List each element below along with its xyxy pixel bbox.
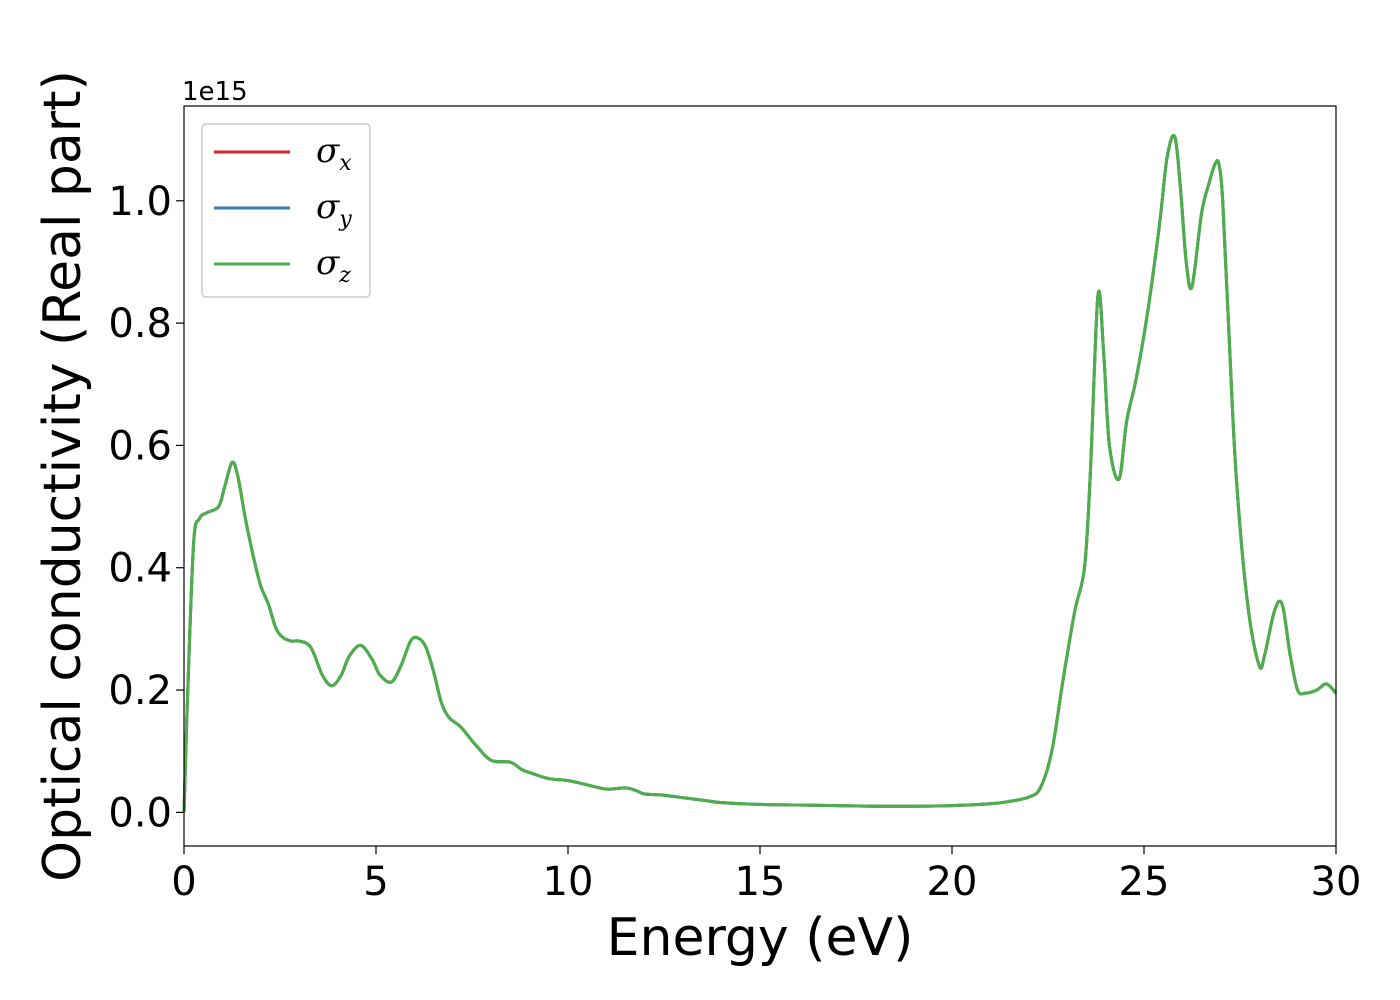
x-tick-label: 15 bbox=[735, 859, 786, 905]
x-tick-label: 10 bbox=[543, 859, 594, 905]
y-tick-label: 0.4 bbox=[108, 546, 172, 592]
y-tick-label: 0.8 bbox=[108, 301, 172, 347]
y-offset-label: 1e15 bbox=[182, 77, 248, 107]
y-axis-label: Optical conductivity (Real part) bbox=[33, 70, 93, 882]
y-tick-label: 1.0 bbox=[108, 179, 172, 225]
x-axis: 0 5 10 15 20 25 30 bbox=[171, 846, 1361, 905]
series-line-sigma-z bbox=[182, 133, 1338, 813]
x-tick-label: 20 bbox=[927, 859, 978, 905]
series-lines bbox=[182, 133, 1338, 813]
y-axis: 0.0 0.2 0.4 0.6 0.8 1.0 bbox=[108, 179, 184, 836]
x-tick-label: 25 bbox=[1119, 859, 1170, 905]
x-tick-label: 30 bbox=[1311, 859, 1362, 905]
y-tick-label: 0.2 bbox=[108, 668, 172, 714]
x-tick-label: 0 bbox=[171, 859, 196, 905]
x-tick-label: 5 bbox=[363, 859, 388, 905]
x-axis-label: Energy (eV) bbox=[607, 908, 914, 968]
y-tick-label: 0.0 bbox=[108, 790, 172, 836]
legend-box bbox=[201, 123, 371, 298]
y-tick-label: 0.6 bbox=[108, 423, 172, 469]
